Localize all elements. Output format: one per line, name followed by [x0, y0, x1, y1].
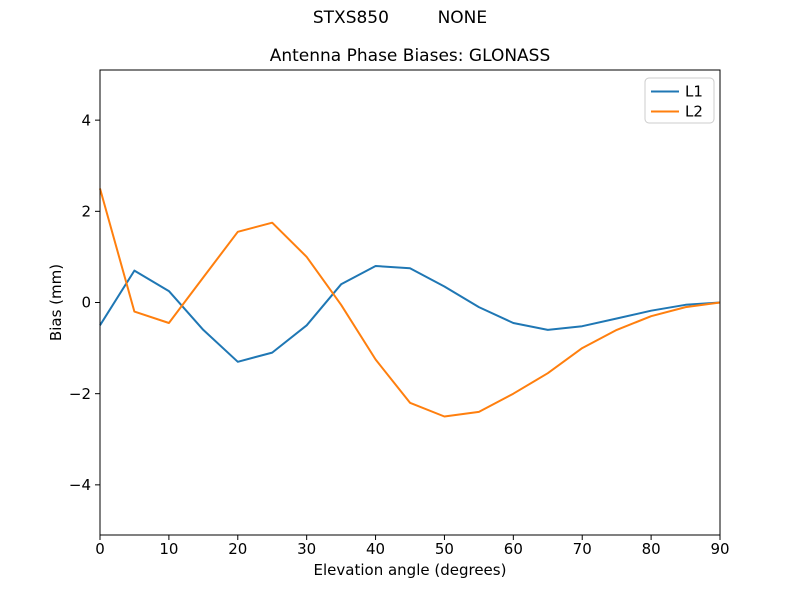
- legend-label-l2: L2: [685, 103, 703, 121]
- y-tick-label: 0: [81, 294, 91, 312]
- x-axis-label: Elevation angle (degrees): [314, 561, 507, 579]
- x-tick-label: 80: [642, 540, 661, 558]
- x-tick-label: 10: [159, 540, 178, 558]
- plot-area: [99, 188, 721, 418]
- legend-label-l1: L1: [685, 83, 703, 101]
- y-tick-label: −2: [69, 385, 91, 403]
- y-tick-label: 2: [81, 203, 91, 221]
- x-tick-label: 90: [710, 540, 729, 558]
- chart-title: Antenna Phase Biases: GLONASS: [270, 46, 551, 66]
- y-tick-label: −4: [69, 476, 91, 494]
- x-tick-label: 40: [366, 540, 385, 558]
- x-tick-label: 30: [297, 540, 316, 558]
- figure-suptitle: STXS850 NONE: [312, 8, 488, 28]
- x-tick-label: 70: [573, 540, 592, 558]
- legend-box: [644, 77, 715, 124]
- series-line-l1: [99, 265, 721, 363]
- axes-frame: [99, 69, 721, 536]
- x-tick-label: 60: [504, 540, 523, 558]
- axes-layer: 0 10 20 30 40 50 60 70 80 90 −4 −2 0 2 4: [69, 69, 730, 558]
- x-tick-label: 0: [95, 540, 105, 558]
- y-axis-label: Bias (mm): [47, 264, 65, 341]
- y-tick-label: 4: [81, 111, 91, 129]
- x-tick-label: 20: [228, 540, 247, 558]
- x-tick-label: 50: [435, 540, 454, 558]
- series-line-l2: [99, 188, 721, 418]
